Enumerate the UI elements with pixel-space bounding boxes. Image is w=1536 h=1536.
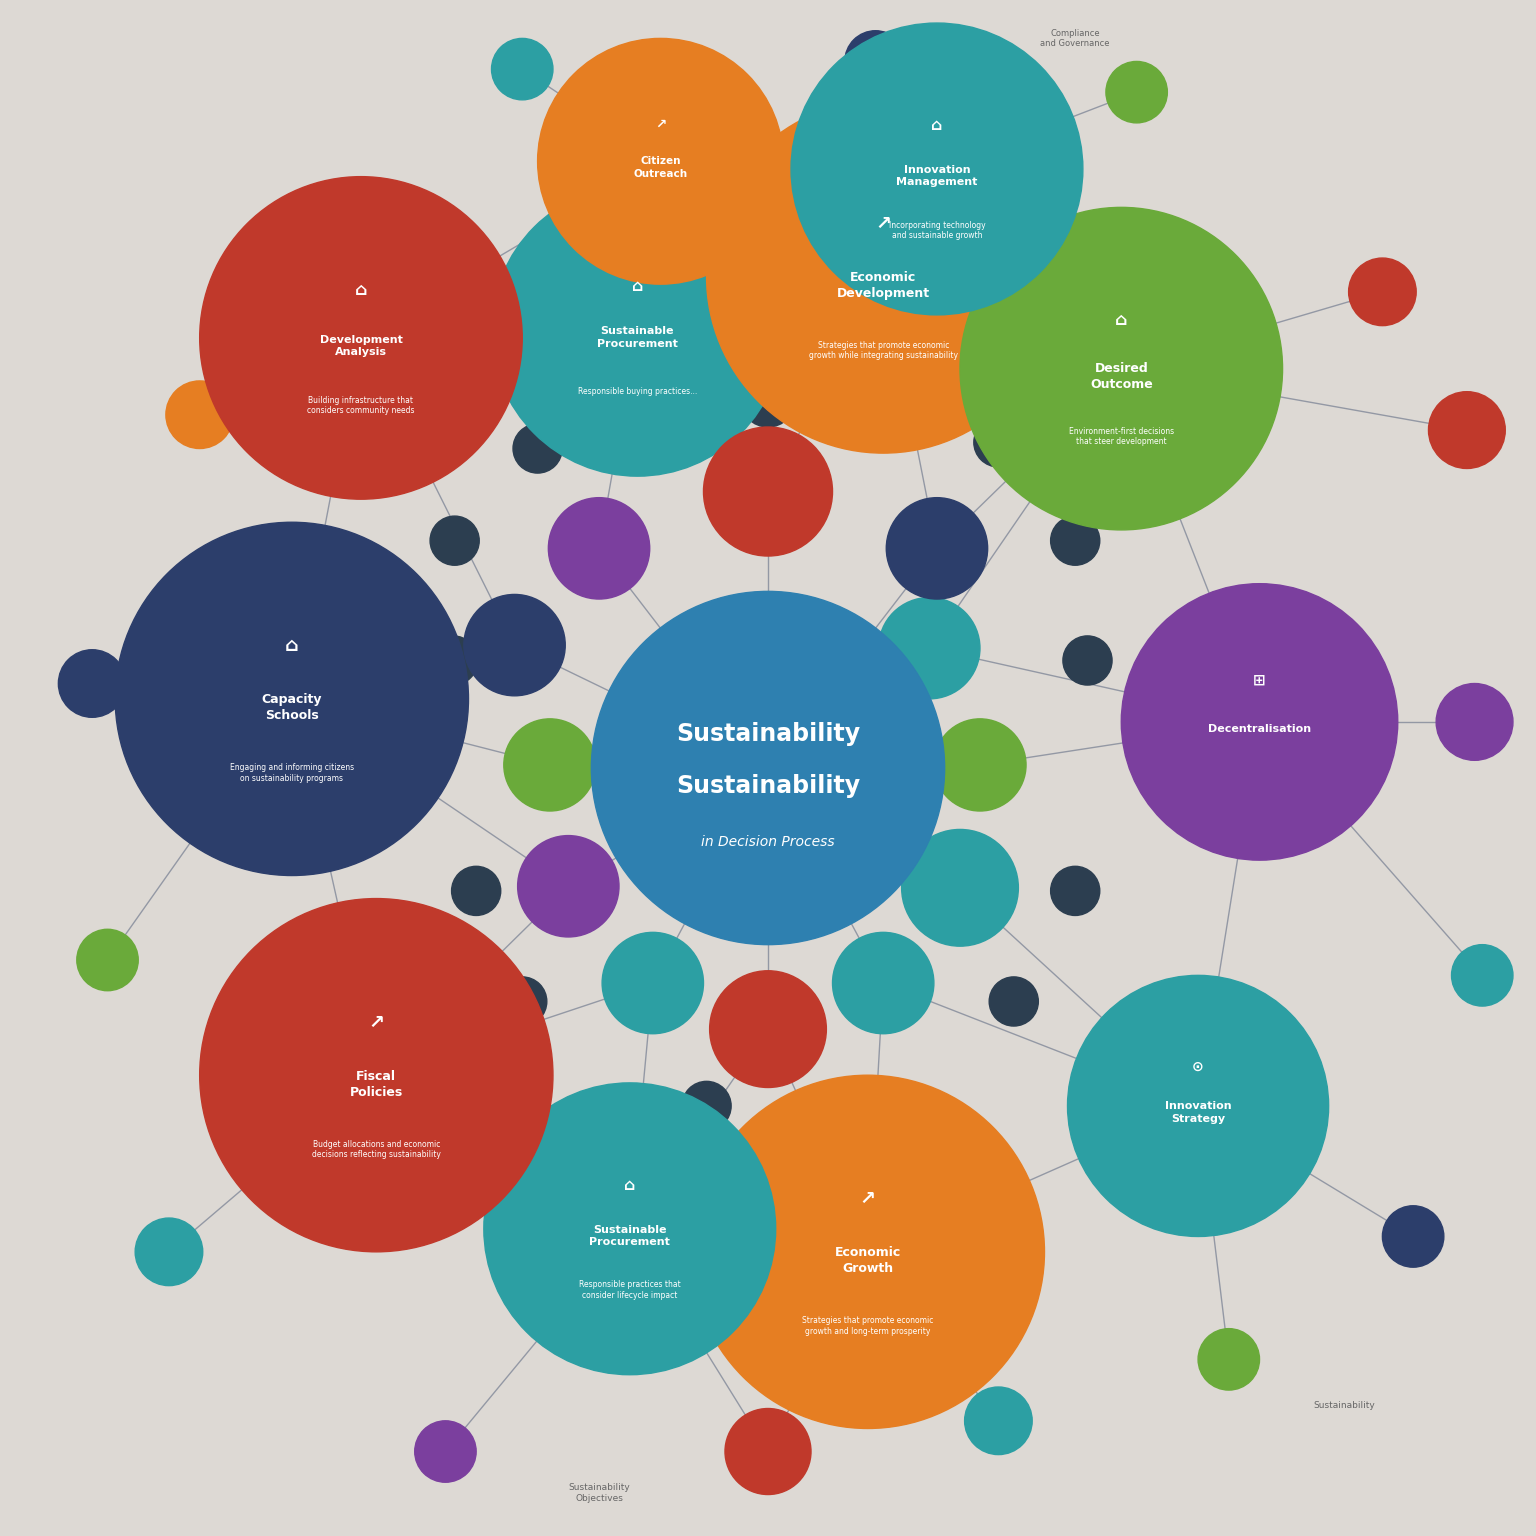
Text: Strategies that promote economic
growth and long-term prosperity: Strategies that promote economic growth … <box>802 1316 934 1336</box>
Text: Sustainability: Sustainability <box>1313 1401 1375 1410</box>
Text: Desired
Outcome: Desired Outcome <box>1091 362 1152 392</box>
Text: ↗: ↗ <box>369 1012 384 1032</box>
Circle shape <box>1106 61 1167 123</box>
Circle shape <box>791 23 1083 315</box>
Circle shape <box>1051 866 1100 915</box>
Text: Sustainability: Sustainability <box>676 774 860 799</box>
Circle shape <box>799 359 854 415</box>
Circle shape <box>805 1081 854 1130</box>
Text: Financial
Accountability: Financial Accountability <box>275 1181 339 1200</box>
Text: Environment-first decisions
that steer development: Environment-first decisions that steer d… <box>1069 427 1174 445</box>
Circle shape <box>1436 684 1513 760</box>
Circle shape <box>725 1409 811 1495</box>
Circle shape <box>200 177 522 499</box>
Text: ↗: ↗ <box>876 214 891 233</box>
Text: Development
Analysis: Development Analysis <box>319 335 402 358</box>
Text: Responsible buying practices...: Responsible buying practices... <box>578 387 697 396</box>
Circle shape <box>1063 636 1112 685</box>
Circle shape <box>484 1083 776 1375</box>
Circle shape <box>808 1121 851 1164</box>
Circle shape <box>684 356 739 412</box>
Circle shape <box>691 1075 1044 1428</box>
Text: Capacity
Schools: Capacity Schools <box>261 693 323 722</box>
Circle shape <box>538 38 783 284</box>
Text: Sustainable
Procurement: Sustainable Procurement <box>590 1224 670 1247</box>
Text: Sustainable
Procurement: Sustainable Procurement <box>598 326 677 349</box>
Circle shape <box>902 829 1018 946</box>
Circle shape <box>1121 584 1398 860</box>
Circle shape <box>703 427 833 556</box>
Text: Citizen
Outreach: Citizen Outreach <box>633 157 688 178</box>
Circle shape <box>685 1121 728 1164</box>
Circle shape <box>452 866 501 915</box>
Text: Decentralisation: Decentralisation <box>1207 723 1312 734</box>
Circle shape <box>1452 945 1513 1006</box>
Text: Strategies that promote economic
growth while integrating sustainability: Strategies that promote economic growth … <box>808 341 958 361</box>
Text: Innovation
Management: Innovation Management <box>897 164 977 187</box>
Circle shape <box>518 836 619 937</box>
Circle shape <box>974 418 1023 467</box>
Circle shape <box>1198 1329 1260 1390</box>
Text: Building infrastructure that
considers community needs: Building infrastructure that considers c… <box>307 396 415 415</box>
Circle shape <box>429 636 478 685</box>
Circle shape <box>845 31 906 92</box>
Text: ↗: ↗ <box>860 1189 876 1209</box>
Circle shape <box>886 498 988 599</box>
Circle shape <box>492 184 783 476</box>
Circle shape <box>1051 516 1100 565</box>
Text: Economic
Growth: Economic Growth <box>834 1246 902 1275</box>
Circle shape <box>1068 975 1329 1236</box>
Text: ⌂: ⌂ <box>624 1178 636 1192</box>
Text: Responsible practices that
consider lifecycle impact: Responsible practices that consider life… <box>579 1281 680 1299</box>
Circle shape <box>682 1081 731 1130</box>
Text: Compliance
and Governance: Compliance and Governance <box>1040 29 1111 48</box>
Text: ⊙: ⊙ <box>1192 1060 1204 1074</box>
Circle shape <box>989 977 1038 1026</box>
Text: Fiscal
Policies: Fiscal Policies <box>350 1069 402 1098</box>
Text: ⌂: ⌂ <box>631 280 644 293</box>
Circle shape <box>115 522 468 876</box>
Circle shape <box>879 598 980 699</box>
Circle shape <box>707 100 1060 453</box>
Circle shape <box>513 424 562 473</box>
Text: Sustainability
Objectives: Sustainability Objectives <box>568 1484 630 1502</box>
Text: ⌂: ⌂ <box>286 636 298 656</box>
Text: Sustainability: Sustainability <box>676 722 860 746</box>
Text: ⌂: ⌂ <box>1115 312 1127 329</box>
Text: Economic
Development: Economic Development <box>837 270 929 300</box>
Text: Engaging and informing citizens
on sustainability programs: Engaging and informing citizens on susta… <box>230 763 353 783</box>
Text: Innovation
Strategy: Innovation Strategy <box>1164 1101 1232 1124</box>
Circle shape <box>1349 258 1416 326</box>
Text: ⊞: ⊞ <box>1253 673 1266 688</box>
Circle shape <box>833 932 934 1034</box>
Circle shape <box>548 498 650 599</box>
Circle shape <box>200 899 553 1252</box>
Text: Incorporating technology
and sustainable growth: Incorporating technology and sustainable… <box>889 221 985 240</box>
Circle shape <box>58 650 126 717</box>
Text: Budget allocations and economic
decisions reflecting sustainability: Budget allocations and economic decision… <box>312 1140 441 1160</box>
Circle shape <box>77 929 138 991</box>
Circle shape <box>960 207 1283 530</box>
Circle shape <box>740 372 796 427</box>
Circle shape <box>166 381 233 449</box>
Text: ⌂: ⌂ <box>355 281 367 298</box>
Text: in Decision Process: in Decision Process <box>702 834 834 849</box>
Circle shape <box>965 1387 1032 1455</box>
Circle shape <box>135 1218 203 1286</box>
Circle shape <box>602 932 703 1034</box>
Circle shape <box>464 594 565 696</box>
Circle shape <box>710 971 826 1087</box>
Circle shape <box>934 719 1026 811</box>
Circle shape <box>591 591 945 945</box>
Circle shape <box>1382 1206 1444 1267</box>
Circle shape <box>504 719 596 811</box>
Text: ↗: ↗ <box>654 118 667 131</box>
Circle shape <box>415 1421 476 1482</box>
Text: ⌂: ⌂ <box>931 118 943 132</box>
Circle shape <box>492 38 553 100</box>
Circle shape <box>430 516 479 565</box>
Circle shape <box>1428 392 1505 468</box>
Circle shape <box>498 977 547 1026</box>
